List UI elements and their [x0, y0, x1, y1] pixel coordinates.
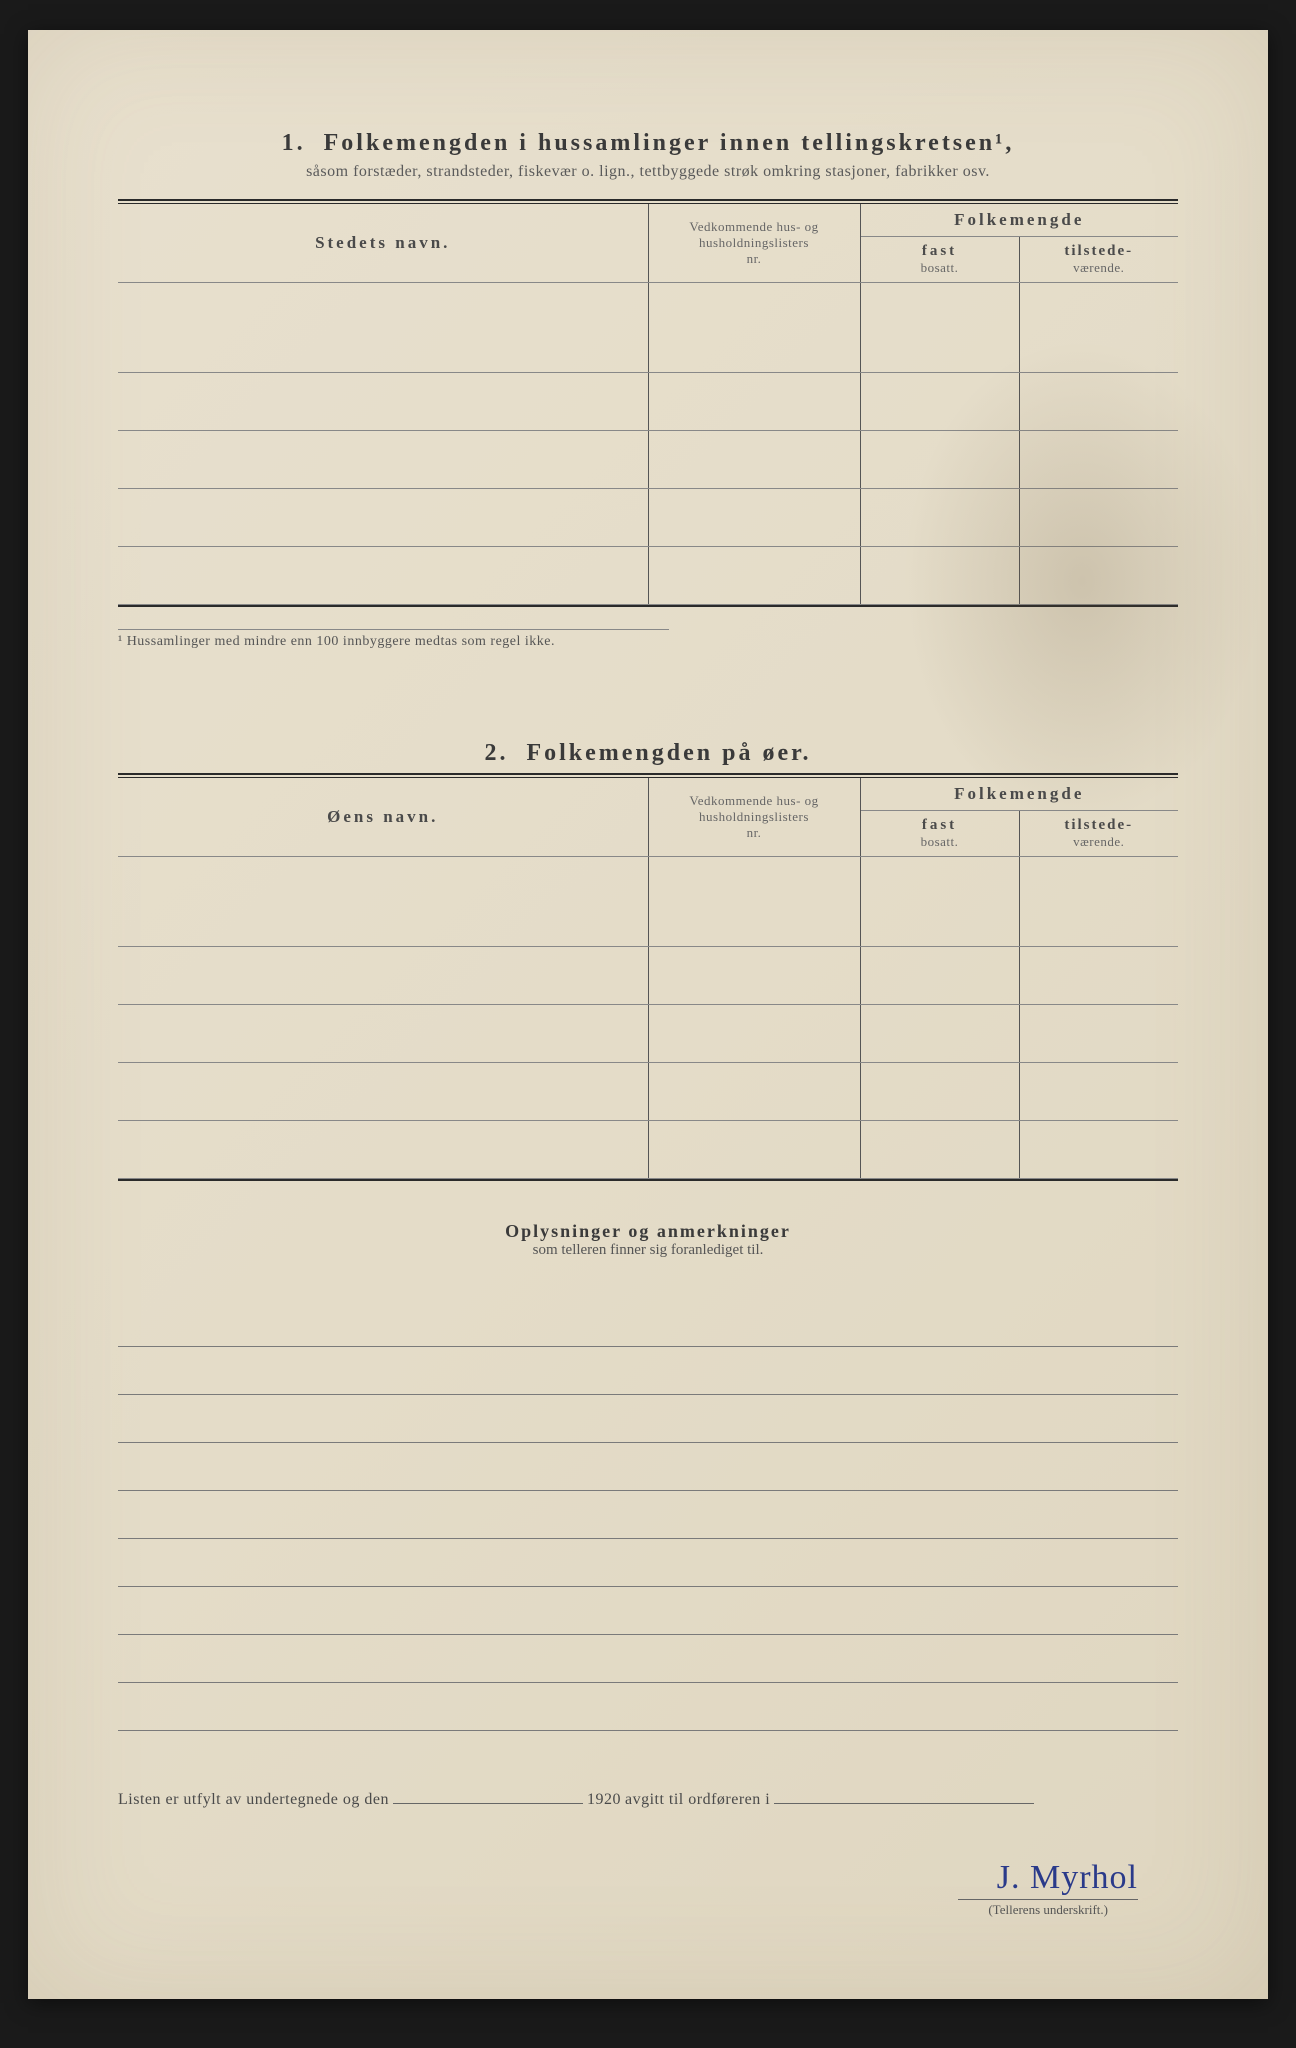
ruled-line — [118, 1635, 1178, 1683]
table-cell — [648, 1005, 860, 1063]
signature-handwriting: J. Myrhol — [118, 1859, 1138, 1897]
table-cell — [118, 947, 648, 1005]
table-cell — [1019, 947, 1178, 1005]
table-row — [118, 1063, 1178, 1121]
table-cell — [860, 1121, 1019, 1179]
section1-table: Stedets navn. Vedkommende hus- og hushol… — [118, 204, 1178, 605]
signoff-prefix: Listen er utfylt av undertegnede og den — [118, 1791, 389, 1809]
table-cell — [118, 373, 648, 431]
table-cell — [118, 1005, 648, 1063]
table-cell — [118, 1121, 648, 1179]
table-cell — [860, 857, 1019, 947]
table-cell — [860, 373, 1019, 431]
table-cell — [1019, 857, 1178, 947]
section1-title: 1. Folkemengden i hussamlinger innen tel… — [118, 130, 1178, 157]
table-cell — [118, 1063, 648, 1121]
th-tilstede-2: tilstede- værende. — [1019, 811, 1178, 857]
section2-body — [118, 857, 1178, 1179]
th-folkemengde: Folkemengde — [860, 204, 1178, 237]
table-cell — [860, 547, 1019, 605]
table-cell — [1019, 1005, 1178, 1063]
table-row — [118, 489, 1178, 547]
table-row — [118, 1005, 1178, 1063]
table-cell — [648, 431, 860, 489]
notes-lines — [118, 1299, 1178, 1731]
table-row — [118, 373, 1178, 431]
table-cell — [1019, 283, 1178, 373]
table-row — [118, 947, 1178, 1005]
signature-block: J. Myrhol (Tellerens underskrift.) — [118, 1859, 1178, 1919]
table-cell — [648, 947, 860, 1005]
ruled-line — [118, 1395, 1178, 1443]
table-row — [118, 857, 1178, 947]
th-fast: fast bosatt. — [860, 237, 1019, 283]
section1-body — [118, 283, 1178, 605]
ruled-line — [118, 1539, 1178, 1587]
table-row — [118, 547, 1178, 605]
table-cell — [860, 489, 1019, 547]
notes-subtitle: som telleren finner sig foranlediget til… — [118, 1242, 1178, 1259]
table-cell — [1019, 431, 1178, 489]
ruled-line — [118, 1491, 1178, 1539]
signature-label: (Tellerens underskrift.) — [958, 1899, 1138, 1918]
signoff-blank-date — [393, 1803, 583, 1804]
section2-table: Øens navn. Vedkommende hus- og husholdni… — [118, 778, 1178, 1179]
table-cell — [1019, 547, 1178, 605]
table-cell — [860, 947, 1019, 1005]
signoff-year: 1920 — [587, 1791, 621, 1809]
table-cell — [118, 283, 648, 373]
notes-title: Oplysninger og anmerkninger — [118, 1221, 1178, 1242]
table-cell — [118, 431, 648, 489]
table-row — [118, 283, 1178, 373]
th-ref: Vedkommende hus- og husholdningslisters … — [648, 204, 860, 283]
ruled-line — [118, 1443, 1178, 1491]
table-cell — [118, 547, 648, 605]
table-cell — [860, 1005, 1019, 1063]
heavy-rule — [118, 605, 1178, 607]
table-cell — [1019, 489, 1178, 547]
ruled-line — [118, 1683, 1178, 1731]
signoff-blank-place — [774, 1803, 1034, 1804]
document-page: 1. Folkemengden i hussamlinger innen tel… — [28, 30, 1268, 1999]
table-cell — [648, 1121, 860, 1179]
table-row — [118, 431, 1178, 489]
table-cell — [648, 1063, 860, 1121]
th-fast-2: fast bosatt. — [860, 811, 1019, 857]
table-cell — [648, 373, 860, 431]
table-cell — [118, 489, 648, 547]
table-cell — [648, 283, 860, 373]
th-tilstede: tilstede- værende. — [1019, 237, 1178, 283]
th-oens-navn: Øens navn. — [118, 778, 648, 857]
heavy-rule-2 — [118, 1179, 1178, 1181]
table-cell — [648, 857, 860, 947]
table-cell — [860, 283, 1019, 373]
table-cell — [648, 547, 860, 605]
signoff-middle: avgitt til ordføreren i — [625, 1791, 770, 1809]
signoff-line: Listen er utfylt av undertegnede og den … — [118, 1791, 1178, 1809]
ruled-line — [118, 1299, 1178, 1347]
ruled-line — [118, 1587, 1178, 1635]
table-cell — [860, 431, 1019, 489]
table-cell — [1019, 373, 1178, 431]
table-cell — [648, 489, 860, 547]
table-cell — [860, 1063, 1019, 1121]
ruled-line — [118, 1347, 1178, 1395]
section1-subtitle: såsom forstæder, strandsteder, fiskevær … — [118, 163, 1178, 181]
section1-footnote: ¹ Hussamlinger med mindre enn 100 innbyg… — [118, 629, 669, 650]
table-cell — [118, 857, 648, 947]
section2-title: 2. Folkemengden på øer. — [118, 740, 1178, 767]
table-row — [118, 1121, 1178, 1179]
section-gap — [118, 650, 1178, 740]
table-cell — [1019, 1063, 1178, 1121]
th-stedets-navn: Stedets navn. — [118, 204, 648, 283]
th-ref-2: Vedkommende hus- og husholdningslisters … — [648, 778, 860, 857]
th-folkemengde-2: Folkemengde — [860, 778, 1178, 811]
table-cell — [1019, 1121, 1178, 1179]
